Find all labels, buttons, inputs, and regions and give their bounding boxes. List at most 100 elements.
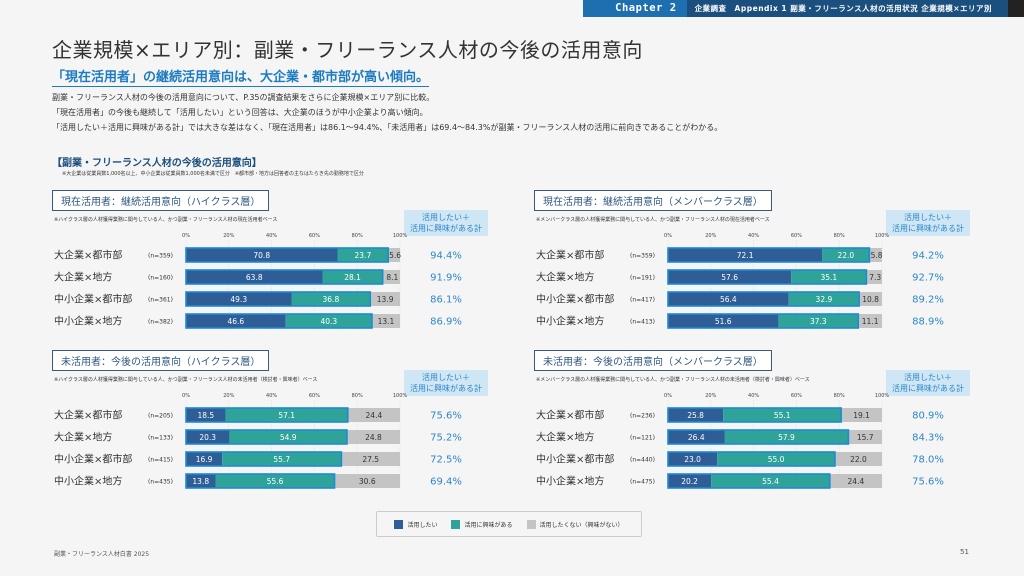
category-label: 中小企業×地方 [54,475,122,488]
data-label: 56.4 [720,295,737,304]
total-value: 75.6% [912,477,944,488]
total-value: 84.3% [912,433,944,444]
chart-note: ※メンバークラス層の人材獲得業務に関与している人、かつ副業・フリーランス人材の未… [536,377,810,383]
x-tick-label: 100% [875,393,890,399]
publication-name: 副業・フリーランス人材白書 2025 [54,551,150,558]
chart-panel-nonuser-memberclass: 未活用者：今後の活用意向（メンバークラス層） ※メンバークラス層の人材獲得業務に… [534,350,974,500]
bar-segment-want [186,314,286,328]
x-tick-label: 0% [664,233,672,239]
data-label: 7.3 [869,273,881,282]
x-tick-label: 80% [352,233,363,239]
category-label: 大企業×地方 [54,271,112,284]
data-label: 5.8 [871,251,883,260]
bar-segment-not [848,430,882,444]
breadcrumb: 企業調査 Appendix 1 副業・フリーランス人材の活用状況 企業規模×エリ… [686,0,1008,17]
bar-segment-interested [222,452,342,466]
data-label: 13.8 [192,477,209,486]
bar-segment-interested [723,408,842,422]
data-label: 22.0 [850,455,867,464]
positive-total-outline [667,291,860,307]
legend-label: 活用に興味がある [464,521,513,529]
chart-title: 未活用者：今後の活用意向（ハイクラス層） [52,350,270,371]
data-label: 40.3 [320,317,337,326]
bar-segment-interested [291,292,371,306]
category-label: 中小企業×都市部 [536,293,614,306]
page-number: 51 [960,548,969,556]
sample-size-label: (n=121) [630,435,655,442]
bar-segment-want [186,292,292,306]
bar-segment-interested [711,474,830,488]
category-label: 大企業×都市部 [536,249,604,262]
data-label: 37.3 [810,317,827,326]
bar-segment-interested [791,270,867,284]
data-label: 36.8 [323,295,340,304]
total-header: 活用したい＋ 活用に興味がある計 [886,210,970,236]
sample-size-label: (n=205) [148,413,173,420]
bar-segment-interested [285,314,372,328]
positive-total-outline [185,407,349,423]
positive-total-outline [667,451,836,467]
total-value: 89.2% [912,295,944,306]
x-tick-label: 80% [834,233,845,239]
bar-segment-not [388,248,400,262]
total-value: 75.2% [430,433,462,444]
bar-segment-not [834,452,882,466]
data-label: 30.6 [359,477,376,486]
total-header: 活用したい＋ 活用に興味がある計 [886,370,970,396]
bar-segment-want [668,408,724,422]
x-tick-label: 100% [875,233,890,239]
data-label: 49.3 [230,295,247,304]
data-label: 55.4 [762,477,779,486]
total-value: 91.9% [430,273,462,284]
category-label: 中小企業×都市部 [54,293,132,306]
bar-segment-not [371,314,400,328]
category-label: 中小企業×地方 [54,315,122,328]
sample-size-label: (n=417) [630,297,655,304]
legend-item-want: 活用したい [394,519,437,529]
total-value: 80.9% [912,411,944,422]
x-tick-label: 80% [834,393,845,399]
chapter-header-bar: Chapter 2 企業調査 Appendix 1 副業・フリーランス人材の活用… [583,0,1024,17]
total-header: 活用したい＋ 活用に興味がある計 [404,370,488,396]
bar-segment-not [346,430,400,444]
data-label: 13.9 [377,295,394,304]
x-tick-label: 60% [309,233,320,239]
positive-total-outline [185,473,336,489]
category-label: 大企業×都市部 [536,409,604,422]
data-label: 26.4 [688,433,705,442]
x-tick-label: 100% [393,233,408,239]
stacked-bar-chart: 0% 20% 40% 60% 80% 100% 大企業×都市部 (n=205) 18.5 57.1… [54,393,462,490]
legend-label: 活用したくない（興味がない） [539,521,624,529]
sample-size-label: (n=440) [630,457,655,464]
page-title: 企業規模×エリア別：副業・フリーランス人材の今後の活用意向 [52,38,643,62]
data-label: 28.1 [344,273,361,282]
bar-segment-want [668,474,712,488]
category-label: 大企業×地方 [536,431,594,444]
legend-swatch [451,519,461,529]
legend-item-not: 活用したくない（興味がない） [526,519,624,529]
stacked-bar-chart: 0% 20% 40% 60% 80% 100% 大企業×都市部 (n=359) 70.8 23.7… [54,233,462,330]
data-label: 35.1 [820,273,837,282]
data-label: 24.4 [848,477,865,486]
chart-note: ※メンバークラス層の人材獲得業務に関与している人、かつ副業・フリーランス人材の現… [536,217,770,223]
x-tick-label: 40% [748,233,759,239]
description-line: 「活用したい＋活用に興味がある計」では大きな差はなく、「現在活用者」は86.1〜… [52,123,723,132]
bar-segment-not [841,408,882,422]
bar-segment-want [186,270,323,284]
sample-size-label: (n=361) [148,297,173,304]
bar-segment-not [370,292,400,306]
description-line: 副業・フリーランス人材の今後の活用意向について、P.35の調査結果をさらに企業規… [52,93,435,102]
data-label: 15.7 [857,433,874,442]
total-header-line: 活用に興味がある計 [892,384,964,393]
legend-swatch [526,519,536,529]
bar-segment-not [869,248,882,262]
data-label: 55.6 [267,477,284,486]
sample-size-label: (n=359) [630,253,655,260]
data-label: 18.5 [197,411,214,420]
bar-segment-interested [778,314,859,328]
sample-size-label: (n=191) [630,275,655,282]
total-value: 94.4% [430,251,462,262]
data-label: 72.1 [737,251,754,260]
description-line: 「現在活用者」の今後も継続して「活用したい」という回答は、大企業のほうが中小企業… [52,108,428,117]
chart-note: ※ハイクラス層の人材獲得業務に関与している人、かつ副業・フリーランス人材の現在活… [54,217,278,223]
